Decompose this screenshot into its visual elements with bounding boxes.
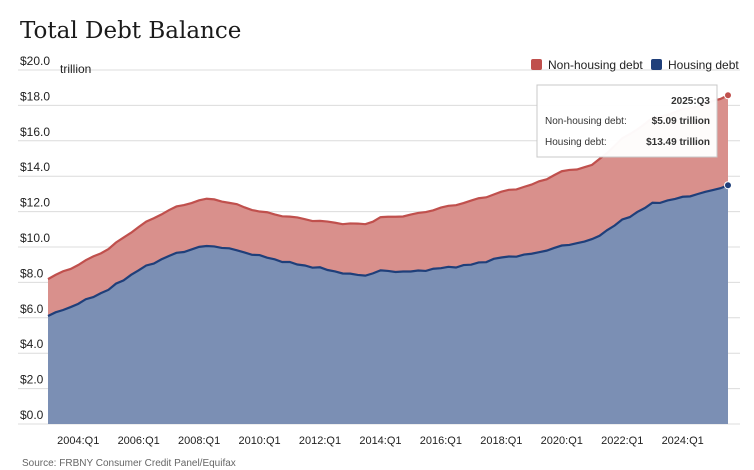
y-tick-label: $14.0 (20, 160, 50, 174)
legend-swatch-non-housing (531, 59, 542, 70)
x-tick-label: 2016:Q1 (420, 435, 462, 447)
x-tick-label: 2014:Q1 (359, 435, 401, 447)
housing-line (47, 184, 729, 318)
y-tick-label: $2.0 (20, 373, 44, 387)
tooltip-label-housing: Housing debt: (545, 137, 607, 148)
legend[interactable]: Non-housing debt Housing debt (531, 58, 739, 72)
x-tick-label: 2012:Q1 (299, 435, 341, 447)
y-axis-unit: trillion (60, 62, 91, 76)
x-tick-label: 2006:Q1 (118, 435, 160, 447)
legend-label-housing[interactable]: Housing debt (668, 58, 739, 72)
x-tick-label: 2008:Q1 (178, 435, 220, 447)
tooltip-value-housing: $13.49 trillion (646, 137, 710, 148)
y-axis-ticks: $0.0 $2.0 $4.0 $6.0 $8.0 $10.0 $12.0 $14.0 $16.0… (20, 54, 50, 422)
chart-title: Total Debt Balance (20, 18, 241, 44)
y-tick-label: $10.0 (20, 231, 50, 245)
housing-area (48, 185, 728, 424)
x-tick-label: 2020:Q1 (541, 435, 583, 447)
y-tick-label: $16.0 (20, 125, 50, 139)
y-tick-label: $6.0 (20, 302, 44, 316)
legend-swatch-housing (651, 59, 662, 70)
y-tick-label: $12.0 (20, 196, 50, 210)
housing-end-marker (724, 181, 732, 190)
x-tick-label: 2010:Q1 (238, 435, 280, 447)
tooltip-period: 2025:Q3 (671, 96, 710, 107)
y-tick-label: $4.0 (20, 337, 44, 351)
source-note: Source: FRBNY Consumer Credit Panel/Equi… (22, 458, 236, 469)
tooltip-value-non-housing: $5.09 trillion (652, 116, 710, 127)
x-tick-label: 2018:Q1 (480, 435, 522, 447)
non-housing-end-marker (724, 91, 732, 100)
tooltip: 2025:Q3 Non-housing debt: $5.09 trillion… (536, 84, 718, 158)
legend-label-non-housing[interactable]: Non-housing debt (548, 58, 643, 72)
tooltip-label-non-housing: Non-housing debt: (545, 116, 627, 127)
end-markers (724, 91, 732, 190)
x-tick-label: 2024:Q1 (662, 435, 704, 447)
y-tick-label: $20.0 (20, 54, 50, 68)
y-tick-label: $18.0 (20, 89, 50, 103)
x-axis-ticks: 2004:Q1 2006:Q1 2008:Q1 2010:Q1 2012:Q1 2014:… (57, 435, 704, 447)
y-tick-label: $0.0 (20, 408, 44, 422)
x-tick-label: 2004:Q1 (57, 435, 99, 447)
tooltip-box (536, 84, 718, 158)
y-tick-label: $8.0 (20, 266, 44, 280)
x-tick-label: 2022:Q1 (601, 435, 643, 447)
